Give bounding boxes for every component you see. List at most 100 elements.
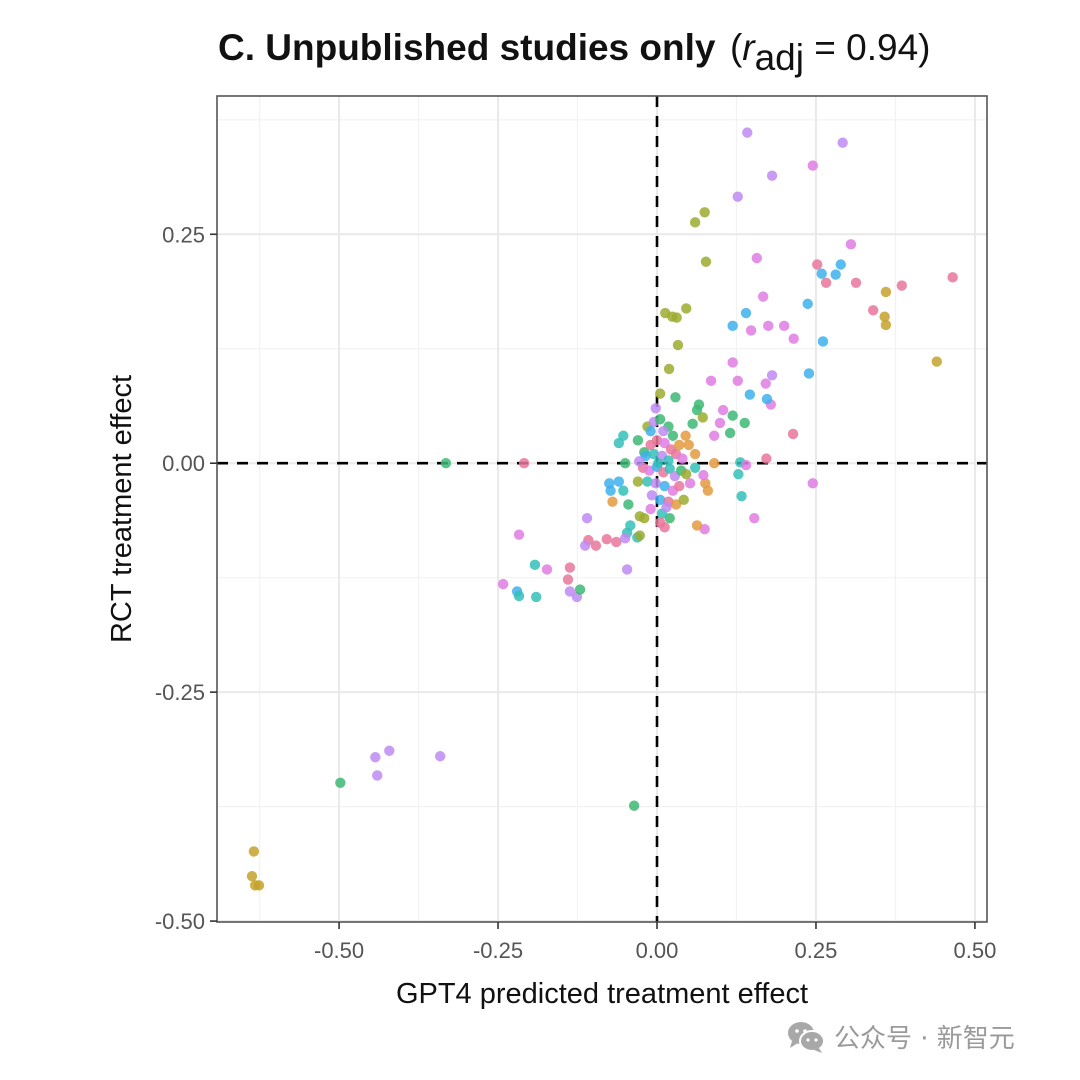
data-point-61	[709, 430, 720, 441]
y-tick-label: 0.25	[162, 222, 205, 247]
chart-title-main: C. Unpublished studies only	[218, 27, 716, 68]
data-point-68	[691, 520, 703, 531]
data-point-6	[699, 207, 710, 218]
data-point-75	[698, 469, 709, 481]
data-point-109	[625, 520, 636, 531]
data-point-168	[653, 458, 664, 469]
data-point-21	[845, 239, 857, 250]
data-point-172	[678, 494, 689, 506]
data-point-111	[620, 533, 631, 544]
data-point-169	[633, 456, 645, 467]
data-point-27	[788, 333, 799, 344]
data-point-170	[680, 430, 691, 441]
data-point-1	[837, 137, 848, 148]
y-axis: -0.50 -0.25 0.00 0.25	[155, 222, 217, 934]
data-point-159	[670, 499, 682, 510]
data-point-13	[867, 305, 879, 316]
data-point-163	[639, 512, 650, 524]
panel-background	[217, 96, 987, 922]
data-point-50	[727, 410, 738, 421]
data-point-49	[714, 417, 726, 429]
data-point-79	[370, 751, 381, 763]
data-point-142	[677, 453, 688, 464]
data-point-156	[646, 490, 658, 501]
data-point-82	[434, 751, 446, 762]
data-point-66	[749, 512, 760, 524]
data-point-43	[766, 370, 778, 381]
data-point-60	[724, 427, 736, 439]
data-point-153	[659, 480, 670, 492]
data-point-89	[513, 529, 525, 540]
data-point-42	[760, 378, 771, 389]
data-point-151	[642, 476, 653, 487]
data-point-71	[689, 448, 701, 460]
chart-title: C. Unpublished studies only (radj = 0.94…	[218, 27, 931, 78]
x-tick-label: 0.50	[954, 938, 997, 963]
reference-lines	[217, 96, 987, 922]
data-point-93	[530, 591, 542, 603]
data-point-116	[613, 476, 625, 487]
data-point-85	[248, 846, 260, 857]
data-point-20	[817, 336, 829, 347]
data-point-36	[672, 339, 684, 351]
data-point-167	[645, 425, 656, 437]
x-axis-title: GPT4 predicted treatment effect	[396, 978, 808, 1010]
data-point-40	[705, 375, 717, 386]
data-point-38	[654, 388, 666, 399]
data-point-30	[880, 319, 892, 331]
data-point-152	[650, 478, 661, 489]
data-point-45	[744, 389, 756, 400]
data-point-81	[372, 770, 383, 781]
data-point-4	[807, 160, 818, 171]
data-point-47	[803, 368, 815, 379]
data-point-134	[659, 437, 670, 449]
data-point-58	[687, 418, 698, 430]
data-point-131	[658, 425, 669, 437]
title-stat-subscript: adj	[755, 37, 804, 78]
data-point-31	[931, 356, 942, 367]
data-point-65	[736, 490, 747, 502]
wechat-icon	[786, 1020, 826, 1054]
data-point-39	[727, 357, 738, 368]
data-point-28	[880, 286, 892, 298]
data-point-7	[700, 256, 712, 267]
data-point-64	[740, 459, 752, 471]
data-point-48	[717, 404, 729, 416]
data-point-15	[816, 268, 827, 279]
data-point-86	[246, 871, 258, 882]
data-point-162	[661, 501, 672, 513]
data-point-118	[623, 499, 634, 510]
data-point-10	[850, 277, 862, 289]
data-point-171	[684, 478, 696, 489]
data-point-80	[384, 745, 395, 756]
data-point-107	[579, 540, 591, 551]
panel-border	[216, 95, 988, 923]
title-stat-value: 0.94	[846, 27, 918, 68]
data-point-130	[667, 430, 679, 441]
data-point-117	[618, 485, 629, 496]
data-point-8	[812, 259, 823, 270]
data-point-70	[709, 458, 720, 469]
data-point-76	[689, 462, 701, 473]
data-point-24	[763, 320, 774, 332]
data-point-2	[766, 170, 778, 181]
data-point-77	[440, 458, 452, 469]
data-point-102	[621, 564, 633, 575]
data-point-12	[896, 280, 907, 291]
data-point-11	[947, 272, 958, 283]
data-point-165	[659, 522, 670, 533]
data-point-98	[564, 586, 576, 597]
data-point-90	[497, 578, 509, 590]
data-point-59	[697, 412, 708, 423]
data-point-150	[681, 469, 692, 480]
data-point-74	[702, 485, 714, 496]
data-point-115	[605, 485, 616, 496]
data-point-46	[761, 393, 773, 405]
data-point-100	[574, 584, 586, 595]
data-point-5	[689, 217, 701, 228]
data-point-35	[681, 303, 692, 314]
watermark: 公众号 · 新智元	[786, 1018, 1015, 1055]
data-point-69	[664, 512, 675, 524]
data-point-3	[732, 191, 743, 202]
data-point-97	[562, 574, 574, 585]
